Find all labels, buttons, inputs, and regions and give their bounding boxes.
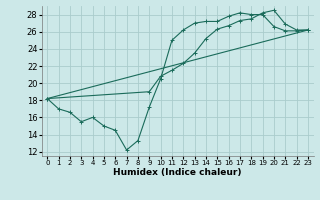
X-axis label: Humidex (Indice chaleur): Humidex (Indice chaleur) (113, 168, 242, 177)
